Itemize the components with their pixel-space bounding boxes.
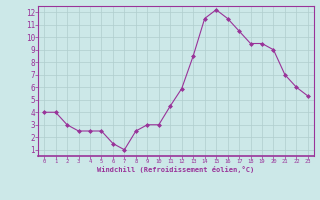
X-axis label: Windchill (Refroidissement éolien,°C): Windchill (Refroidissement éolien,°C) [97,166,255,173]
